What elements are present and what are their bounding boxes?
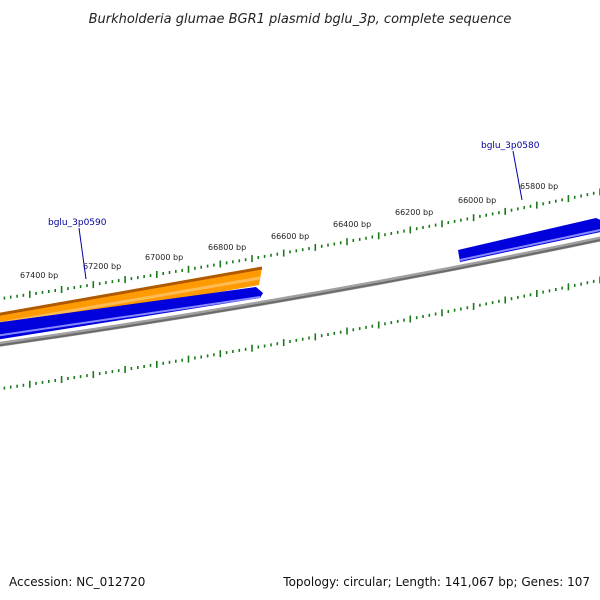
backbone-arc-shade (0, 239, 600, 347)
inner-tick-ruler (3, 276, 600, 390)
gene-label-bglu_3p0580[interactable]: bglu_3p0580 (481, 141, 540, 201)
gene-label-text: bglu_3p0580 (481, 141, 540, 151)
ruler-label: 66600 bp (271, 232, 309, 241)
ruler-label: 66000 bp (458, 196, 496, 205)
ruler-label: 66200 bp (395, 208, 433, 217)
ruler-label: 67200 bp (83, 262, 121, 271)
outer-tick-ruler (3, 188, 600, 300)
ruler-labels: 67400 bp 67200 bp 67000 bp 66800 bp 6660… (20, 182, 558, 280)
gene-label-bglu_3p0590[interactable]: bglu_3p0590 (48, 218, 107, 280)
gene-feature-reverse[interactable] (0, 287, 263, 340)
gene-label-text: bglu_3p0590 (48, 218, 107, 228)
map-title: Burkholderia glumae BGR1 plasmid bglu_3p… (89, 12, 512, 27)
gene-feature-reverse[interactable] (458, 218, 600, 262)
ruler-label: 67400 bp (20, 271, 58, 280)
ruler-label: 65800 bp (520, 182, 558, 191)
ruler-label: 66800 bp (208, 243, 246, 252)
topology-summary-text: Topology: circular; Length: 141,067 bp; … (282, 575, 590, 589)
backbone-arc (0, 236, 600, 347)
accession-text: Accession: NC_012720 (9, 575, 145, 589)
ruler-label: 66400 bp (333, 220, 371, 229)
ruler-label: 67000 bp (145, 253, 183, 262)
